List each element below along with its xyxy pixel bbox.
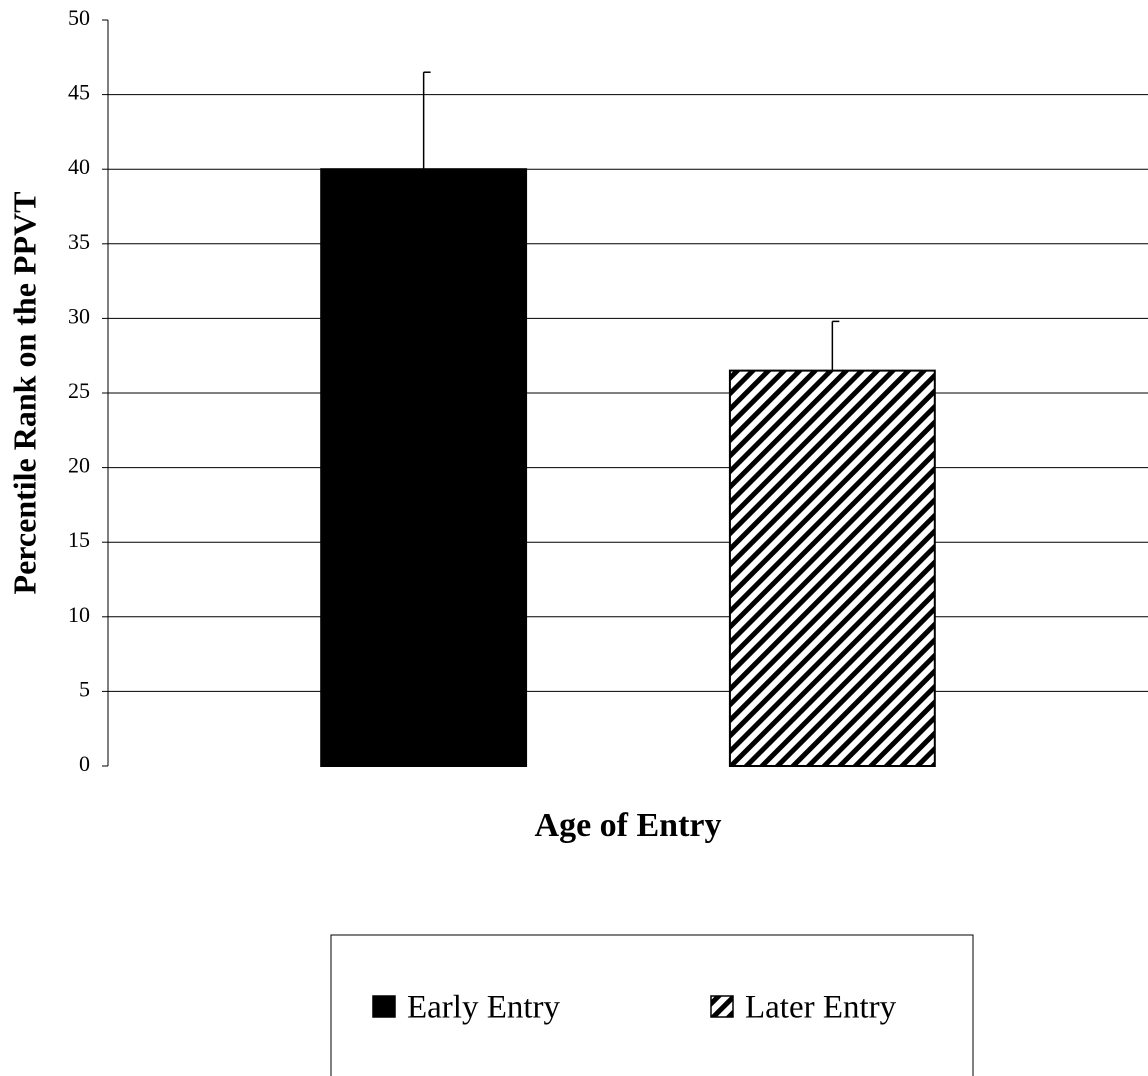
y-tick-label: 45 [68,80,90,105]
y-tick-label: 40 [68,154,90,179]
legend-swatch [372,995,396,1018]
y-tick-label: 30 [68,303,90,328]
y-tick-label: 0 [79,751,90,776]
bar [728,369,936,767]
error-bar [831,320,840,371]
y-tick-label: 25 [68,378,90,403]
y-tick-label: 5 [79,676,90,701]
bar [320,168,528,767]
y-tick-label: 20 [68,453,90,478]
y-axis-label: Percentile Rank on the PPVT [6,192,42,595]
y-tick-label: 35 [68,229,90,254]
x-axis-label: Age of Entry [535,807,722,844]
legend-swatch [710,995,734,1018]
y-tick-label: 50 [68,5,90,30]
y-tick-label: 10 [68,602,90,627]
error-bar [422,71,431,170]
legend-label: Later Entry [745,990,897,1026]
legend-label: Early Entry [407,990,561,1026]
legend-box [330,934,974,1076]
y-tick-label: 15 [68,527,90,552]
